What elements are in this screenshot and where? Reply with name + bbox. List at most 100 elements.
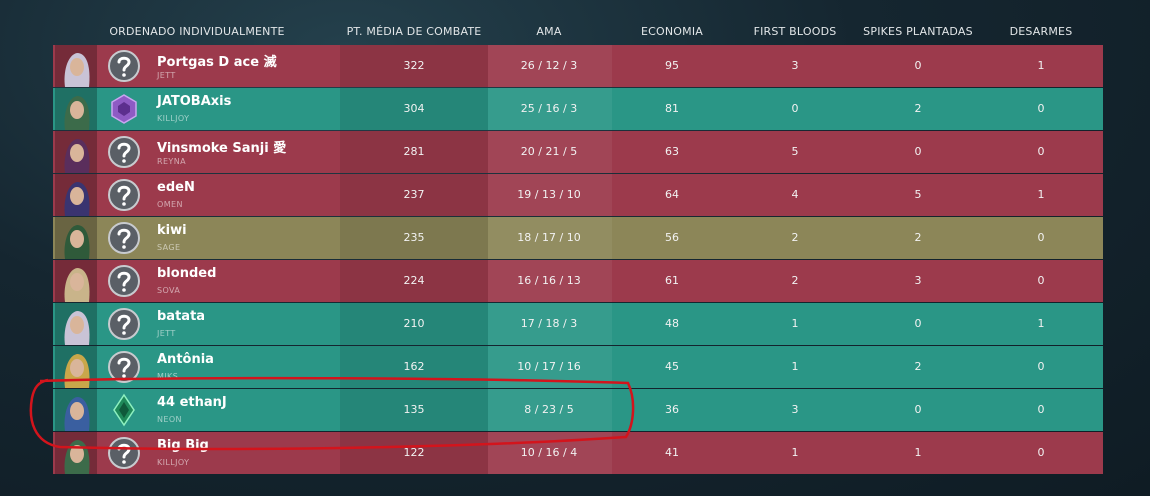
player-name: Big Big — [157, 438, 209, 453]
agent-portrait — [55, 260, 97, 302]
stat-economy: 56 — [665, 231, 679, 244]
player-name: batata — [157, 309, 206, 324]
stat-first-bloods: 4 — [791, 188, 799, 201]
stat-defuses: 1 — [1037, 59, 1045, 72]
stat-kda: 16 / 16 / 13 — [517, 274, 581, 287]
stat-kda: 19 / 13 / 10 — [517, 188, 581, 201]
stat-acs: 281 — [403, 145, 425, 158]
kda-column-shade — [488, 260, 612, 302]
portrait-face — [70, 273, 84, 291]
kda-column-shade — [488, 174, 612, 216]
kda-column-shade — [488, 303, 612, 345]
rank-icon — [108, 308, 140, 340]
stat-first-bloods: 1 — [791, 446, 799, 459]
stat-kda: 8 / 23 / 5 — [524, 403, 574, 416]
agent-portrait — [55, 174, 97, 216]
player-row: edeN OMEN 237 19 / 13 / 10 64 4 5 1 — [53, 174, 1103, 216]
question-dot — [122, 202, 126, 206]
player-name: 44 ethanJ — [157, 395, 227, 410]
rank-icon — [108, 351, 140, 383]
player-name: kiwi — [157, 223, 187, 238]
player-row: kiwi SAGE 235 18 / 17 / 10 56 2 2 0 — [53, 217, 1103, 259]
portrait-face — [70, 58, 84, 76]
stat-plants: 2 — [914, 231, 922, 244]
stat-acs: 235 — [403, 231, 425, 244]
stat-economy: 95 — [665, 59, 679, 72]
player-row: Big Big KILLJOY 122 10 / 16 / 4 41 1 1 0 — [53, 432, 1103, 474]
rank-icon — [108, 437, 140, 469]
portrait-face — [70, 187, 84, 205]
combat-column-shade — [340, 303, 488, 345]
rank-circle — [108, 222, 140, 254]
stat-plants: 0 — [914, 145, 922, 158]
kda-column-shade — [488, 88, 612, 130]
stat-first-bloods: 5 — [791, 145, 799, 158]
stat-defuses: 1 — [1037, 188, 1045, 201]
stat-economy: 61 — [665, 274, 679, 287]
player-name: edeN — [157, 180, 195, 195]
column-header: FIRST BLOODS — [753, 25, 837, 38]
question-mark — [117, 228, 131, 244]
stat-first-bloods: 0 — [791, 102, 799, 115]
portrait-face — [70, 144, 84, 162]
portrait-face — [70, 359, 84, 377]
agent-portrait — [55, 45, 97, 87]
question-dot — [122, 245, 126, 249]
rank-icon — [108, 222, 140, 254]
stat-economy: 45 — [665, 360, 679, 373]
agent-name: JETT — [157, 329, 176, 338]
combat-column-shade — [340, 217, 488, 259]
stat-economy: 36 — [665, 403, 679, 416]
stat-defuses: 0 — [1037, 446, 1045, 459]
portrait-face — [70, 445, 84, 463]
question-dot — [122, 460, 126, 464]
question-mark — [117, 314, 131, 330]
column-header: ECONOMIA — [640, 25, 704, 38]
stat-first-bloods: 2 — [791, 231, 799, 244]
rank-icon — [108, 179, 140, 211]
question-mark — [117, 185, 131, 201]
stat-kda: 25 / 16 / 3 — [520, 102, 578, 115]
kda-column-shade — [488, 131, 612, 173]
stat-economy: 48 — [665, 317, 679, 330]
agent-portrait — [55, 217, 97, 259]
rank-circle — [108, 179, 140, 211]
stat-plants: 0 — [914, 317, 922, 330]
agent-name: SAGE — [157, 243, 181, 252]
rank-icon — [113, 393, 135, 427]
column-header: AMA — [536, 25, 562, 38]
player-name: Vinsmoke Sanji 愛 — [157, 141, 287, 156]
agent-name: SOVA — [157, 286, 181, 295]
agent-name: KILLJOY — [157, 114, 190, 123]
question-dot — [122, 73, 126, 77]
agent-portrait — [55, 432, 97, 474]
stat-first-bloods: 3 — [791, 403, 799, 416]
player-name: Antônia — [157, 352, 214, 367]
rank-icon — [108, 136, 140, 168]
agent-portrait — [55, 88, 97, 130]
rank-circle — [108, 50, 140, 82]
portrait-face — [70, 316, 84, 334]
stat-acs: 162 — [403, 360, 425, 373]
player-row: Antônia MIKS 162 10 / 17 / 16 45 1 2 0 — [53, 346, 1103, 388]
question-dot — [122, 374, 126, 378]
rank-circle — [108, 136, 140, 168]
stat-kda: 17 / 18 / 3 — [520, 317, 578, 330]
combat-column-shade — [340, 131, 488, 173]
stat-defuses: 0 — [1037, 231, 1045, 244]
stat-kda: 10 / 16 / 4 — [520, 446, 578, 459]
agent-portrait — [55, 303, 97, 345]
player-row: 44 ethanJ NEON 135 8 / 23 / 5 36 3 0 0 — [53, 389, 1103, 431]
question-dot — [122, 331, 126, 335]
stat-economy: 41 — [665, 446, 679, 459]
player-row: Portgas D ace 滅 JETT 322 26 / 12 / 3 95 3 0 1 — [53, 45, 1103, 87]
combat-column-shade — [340, 260, 488, 302]
agent-portrait — [55, 131, 97, 173]
question-mark — [117, 357, 131, 373]
stat-first-bloods: 3 — [791, 59, 799, 72]
agent-name: KILLJOY — [157, 458, 190, 467]
stat-defuses: 0 — [1037, 403, 1045, 416]
stat-plants: 0 — [914, 59, 922, 72]
stat-acs: 237 — [403, 188, 425, 201]
player-row: blonded SOVA 224 16 / 16 / 13 61 2 3 0 — [53, 260, 1103, 302]
